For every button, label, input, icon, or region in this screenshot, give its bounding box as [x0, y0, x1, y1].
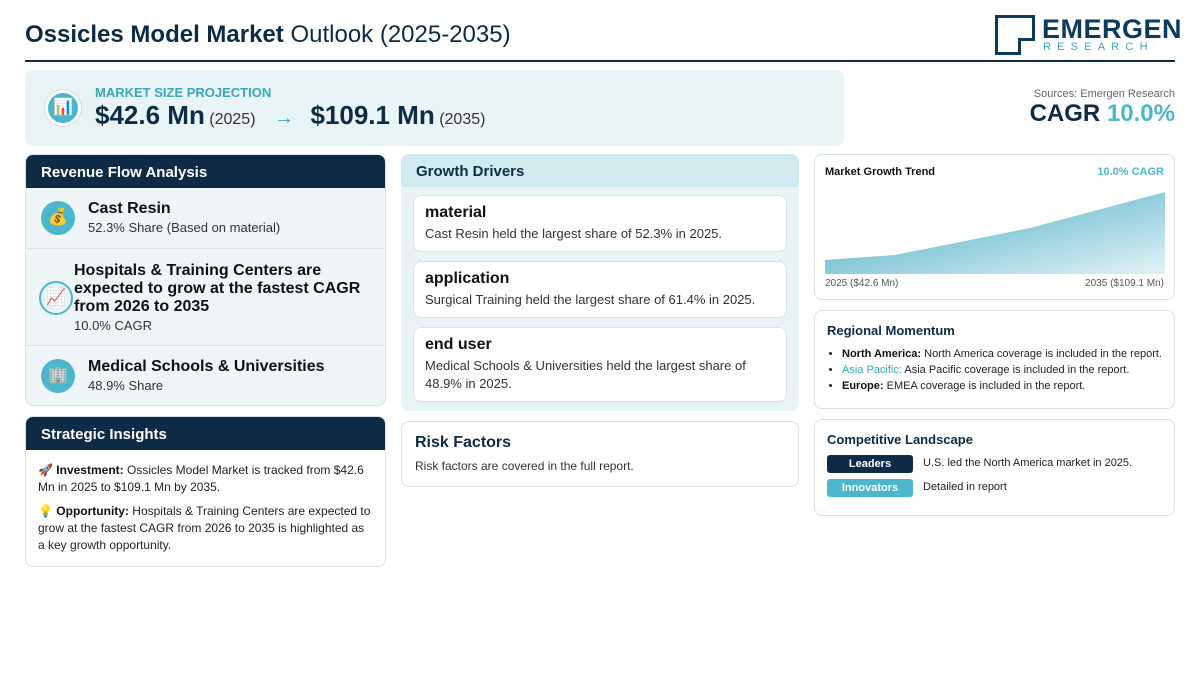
arrow-right-icon: →: [273, 107, 294, 129]
region-text: Asia Pacific coverage is included in the…: [904, 364, 1130, 376]
revenue-item-sub: 52.3% Share (Based on material): [88, 220, 281, 235]
logo-name: EMERGEN: [1042, 14, 1183, 44]
competitive-row: Leaders U.S. led the North America marke…: [827, 455, 1162, 479]
revenue-item-title: Medical Schools & Universities: [88, 358, 325, 375]
strategic-insights-card: Strategic Insights 🚀 Investment: Ossicle…: [25, 416, 386, 567]
market-size-values: $42.6 Mn (2025) → $109.1 Mn (2035): [95, 100, 485, 131]
trend-start-label: 2025 ($42.6 Mn): [825, 278, 899, 289]
trend-title: Market Growth Trend: [825, 166, 936, 178]
revenue-item-title: Hospitals & Training Centers are expecte…: [74, 262, 361, 315]
market-size-banner: 📊 MARKET SIZE PROJECTION $42.6 Mn (2025)…: [25, 70, 844, 146]
driver-title: material: [425, 204, 487, 221]
region-list: North America: North America coverage is…: [827, 348, 1162, 392]
revenue-item-sub: 48.9% Share: [88, 378, 164, 393]
page-title-rest: Outlook (2025-2035): [290, 21, 511, 48]
region-text: North America coverage is included in th…: [924, 348, 1162, 360]
risk-factors-text: Risk factors are covered in the full rep…: [415, 459, 634, 473]
growth-area: [825, 192, 1165, 274]
emergen-logo: EMERGEN RESEARCH: [995, 14, 1182, 56]
revenue-item: 📈 Hospitals & Training Centers are expec…: [26, 249, 385, 346]
competitive-text: U.S. led the North America market in 202…: [923, 457, 1133, 469]
growth-drivers-title: Growth Drivers: [401, 154, 799, 187]
opportunity-text: Hospitals & Training Centers are expecte…: [38, 504, 371, 552]
region-item: Europe: EMEA coverage is included in the…: [842, 380, 1162, 392]
market-size-label: MARKET SIZE PROJECTION: [95, 85, 272, 100]
competitive-row: Innovators Detailed in report: [827, 479, 1162, 503]
logo-mark-icon: [995, 15, 1035, 55]
end-value: $109.1 Mn: [310, 100, 435, 130]
region-name: North America:: [842, 348, 922, 360]
driver-item: application Surgical Training held the l…: [413, 261, 787, 318]
driver-title: application: [425, 270, 510, 287]
end-year: (2035): [439, 111, 486, 128]
opportunity-label: Opportunity:: [56, 504, 129, 518]
region-name: Asia Pacific:: [842, 364, 902, 376]
driver-title: end user: [425, 336, 492, 353]
competitive-landscape-card: Competitive Landscape Leaders U.S. led t…: [814, 419, 1175, 516]
driver-text: Surgical Training held the largest share…: [425, 292, 756, 307]
growth-area-chart: [825, 192, 1165, 274]
page-title-bold: Ossicles Model Market: [25, 21, 284, 48]
bar-chart-icon: 📊: [45, 90, 81, 126]
start-year: (2025): [209, 111, 256, 128]
rocket-icon: 🚀: [38, 463, 53, 477]
driver-item: material Cast Resin held the largest sha…: [413, 195, 787, 252]
risk-factors-title: Risk Factors: [415, 434, 512, 451]
revenue-item: 💰 Cast Resin 52.3% Share (Based on mater…: [26, 188, 385, 249]
revenue-item-sub: 10.0% CAGR: [74, 318, 153, 333]
innovators-badge: Innovators: [827, 479, 913, 497]
regional-momentum-card: Regional Momentum North America: North A…: [814, 310, 1175, 409]
leaders-badge: Leaders: [827, 455, 913, 473]
region-text: EMEA coverage is included in the report.: [886, 380, 1086, 392]
revenue-flow-title: Revenue Flow Analysis: [26, 155, 385, 188]
revenue-flow-card: Revenue Flow Analysis 💰 Cast Resin 52.3%…: [25, 154, 386, 406]
source-text: Sources: Emergen Research: [1033, 88, 1175, 100]
chart-increasing-icon: 📈: [39, 281, 73, 315]
investment-text: Ossicles Model Market is tracked from $4…: [38, 463, 364, 494]
driver-text: Medical Schools & Universities held the …: [425, 358, 746, 391]
market-growth-trend-card: Market Growth Trend 10.0% CAGR 2025 ($42…: [814, 154, 1175, 300]
trend-end-label: 2035 ($109.1 Mn): [1085, 278, 1164, 289]
revenue-item-title: Cast Resin: [88, 200, 171, 217]
trend-cagr: 10.0% CAGR: [1097, 166, 1164, 178]
logo-subtitle: RESEARCH: [1043, 41, 1154, 53]
cagr-label: CAGR: [1029, 100, 1101, 127]
growth-drivers-card: Growth Drivers material Cast Resin held …: [401, 154, 799, 411]
region-name: Europe:: [842, 380, 884, 392]
region-item: Asia Pacific: Asia Pacific coverage is i…: [842, 364, 1162, 376]
driver-item: end user Medical Schools & Universities …: [413, 327, 787, 402]
cagr-summary: CAGR 10.0%: [1030, 100, 1175, 128]
driver-text: Cast Resin held the largest share of 52.…: [425, 226, 723, 241]
region-item: North America: North America coverage is…: [842, 348, 1162, 360]
strategic-insights-title: Strategic Insights: [26, 417, 385, 450]
competitive-text: Detailed in report: [923, 481, 1007, 493]
start-value: $42.6 Mn: [95, 100, 205, 130]
page-title: Ossicles Model Market Outlook (2025-2035…: [25, 21, 511, 49]
competitive-landscape-title: Competitive Landscape: [827, 432, 973, 447]
building-icon: 🏢: [41, 359, 75, 393]
money-bag-icon: 💰: [41, 201, 75, 235]
page-header: Ossicles Model Market Outlook (2025-2035…: [25, 12, 1182, 62]
investment-label: Investment:: [56, 463, 124, 477]
regional-momentum-title: Regional Momentum: [827, 323, 955, 338]
strategic-insights-body: 🚀 Investment: Ossicles Model Market is t…: [26, 450, 385, 554]
opportunity-insight: 💡 Opportunity: Hospitals & Training Cent…: [38, 503, 373, 554]
risk-factors-card: Risk Factors Risk factors are covered in…: [401, 421, 799, 487]
cagr-value: 10.0%: [1106, 100, 1175, 127]
investment-insight: 🚀 Investment: Ossicles Model Market is t…: [38, 462, 373, 496]
revenue-item: 🏢 Medical Schools & Universities 48.9% S…: [26, 346, 385, 405]
lightbulb-icon: 💡: [38, 504, 53, 518]
